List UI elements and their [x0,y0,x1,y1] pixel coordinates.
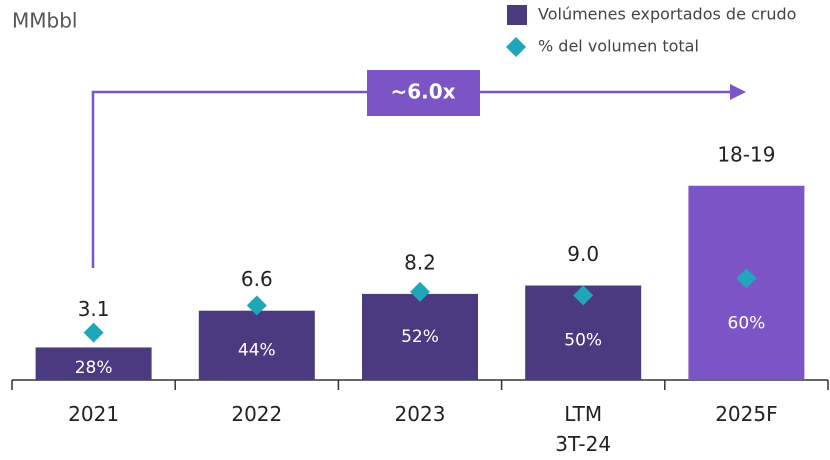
bar [198,310,315,380]
diamond-marker [410,281,430,302]
value-label: 18-19 [717,142,775,166]
unit-label: MMbbl [12,9,77,33]
percent-label: 50% [564,330,602,350]
value-label: 9.0 [567,242,599,266]
percent-label: 60% [728,313,766,333]
legend-label: Volúmenes exportados de crudo [538,5,796,24]
x-tick-label: 2022 [231,402,282,426]
x-tick-label: LTM 3T-24 [555,402,611,456]
legend-label: % del volumen total [538,37,699,56]
percent-label: 28% [75,358,113,378]
annotation-box [367,70,480,116]
growth-arrow [91,90,735,268]
diamond-marker [736,268,757,289]
value-label: 3.1 [78,297,110,321]
x-tick-label: 2021 [68,402,119,426]
x-tick-label: 2025F [715,402,777,426]
x-tick-label: 2023 [395,402,446,426]
annotation: ~6.0x [390,80,455,104]
diamond-marker [83,322,104,343]
value-label: 8.2 [404,250,436,274]
diamond-marker [246,295,267,316]
percent-label: 52% [401,327,439,347]
diamond-marker [573,285,594,306]
value-label: 6.6 [241,267,273,291]
legend-swatch [506,37,526,57]
percent-label: 44% [238,340,276,360]
legend-swatch [507,5,527,25]
bar [362,293,478,380]
arrow-head [730,84,746,100]
bar [35,347,152,380]
